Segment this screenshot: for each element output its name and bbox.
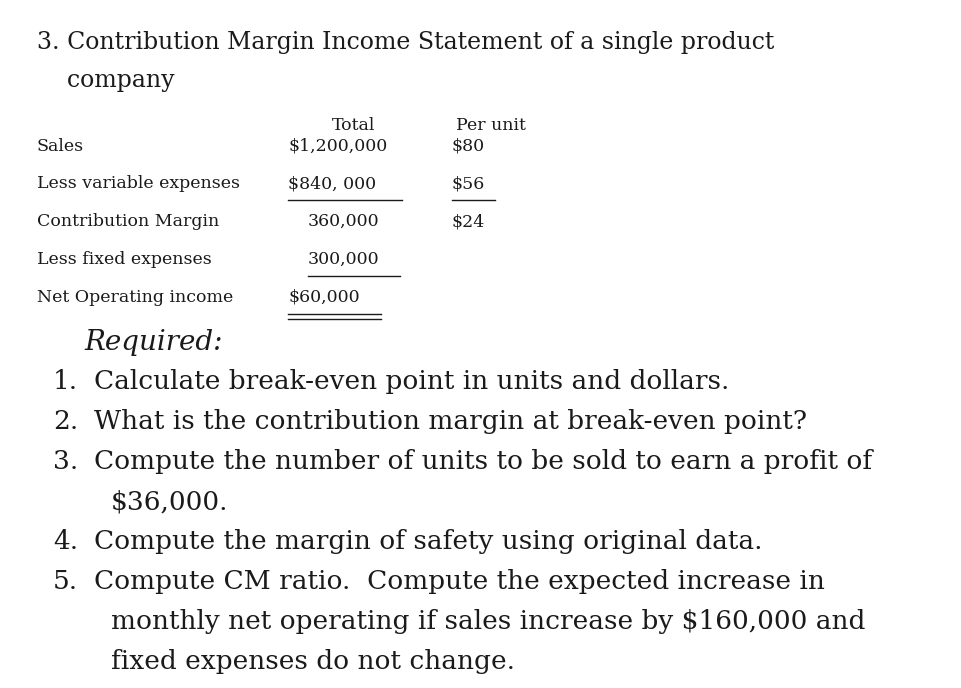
Text: $60,000: $60,000 bbox=[288, 289, 360, 306]
Text: $24: $24 bbox=[452, 213, 485, 230]
Text: Required:: Required: bbox=[85, 329, 223, 356]
Text: 3. Contribution Margin Income Statement of a single product: 3. Contribution Margin Income Statement … bbox=[37, 31, 774, 54]
Text: Less fixed expenses: Less fixed expenses bbox=[37, 251, 211, 268]
Text: $36,000.: $36,000. bbox=[111, 489, 228, 514]
Text: Compute the margin of safety using original data.: Compute the margin of safety using origi… bbox=[94, 529, 763, 554]
Text: Less variable expenses: Less variable expenses bbox=[37, 175, 239, 193]
Text: Total: Total bbox=[332, 117, 375, 134]
Text: $1,200,000: $1,200,000 bbox=[288, 138, 387, 155]
Text: Per unit: Per unit bbox=[456, 117, 527, 134]
Text: fixed expenses do not change.: fixed expenses do not change. bbox=[111, 649, 514, 674]
Text: 360,000: 360,000 bbox=[308, 213, 380, 230]
Text: $80: $80 bbox=[452, 138, 484, 155]
Text: Calculate break-even point in units and dollars.: Calculate break-even point in units and … bbox=[94, 369, 729, 394]
Text: Sales: Sales bbox=[37, 138, 84, 155]
Text: 300,000: 300,000 bbox=[308, 251, 380, 268]
Text: company: company bbox=[37, 69, 174, 92]
Text: 3.: 3. bbox=[53, 449, 78, 474]
Text: Compute the number of units to be sold to earn a profit of: Compute the number of units to be sold t… bbox=[94, 449, 873, 474]
Text: 5.: 5. bbox=[53, 569, 78, 594]
Text: Net Operating income: Net Operating income bbox=[37, 289, 233, 306]
Text: 4.: 4. bbox=[53, 529, 78, 554]
Text: 1.: 1. bbox=[53, 369, 78, 394]
Text: What is the contribution margin at break-even point?: What is the contribution margin at break… bbox=[94, 409, 807, 434]
Text: Contribution Margin: Contribution Margin bbox=[37, 213, 219, 230]
Text: monthly net operating if sales increase by $160,000 and: monthly net operating if sales increase … bbox=[111, 609, 865, 634]
Text: 2.: 2. bbox=[53, 409, 78, 434]
Text: $840, 000: $840, 000 bbox=[288, 175, 377, 193]
Text: $56: $56 bbox=[452, 175, 485, 193]
Text: Compute CM ratio.  Compute the expected increase in: Compute CM ratio. Compute the expected i… bbox=[94, 569, 825, 594]
